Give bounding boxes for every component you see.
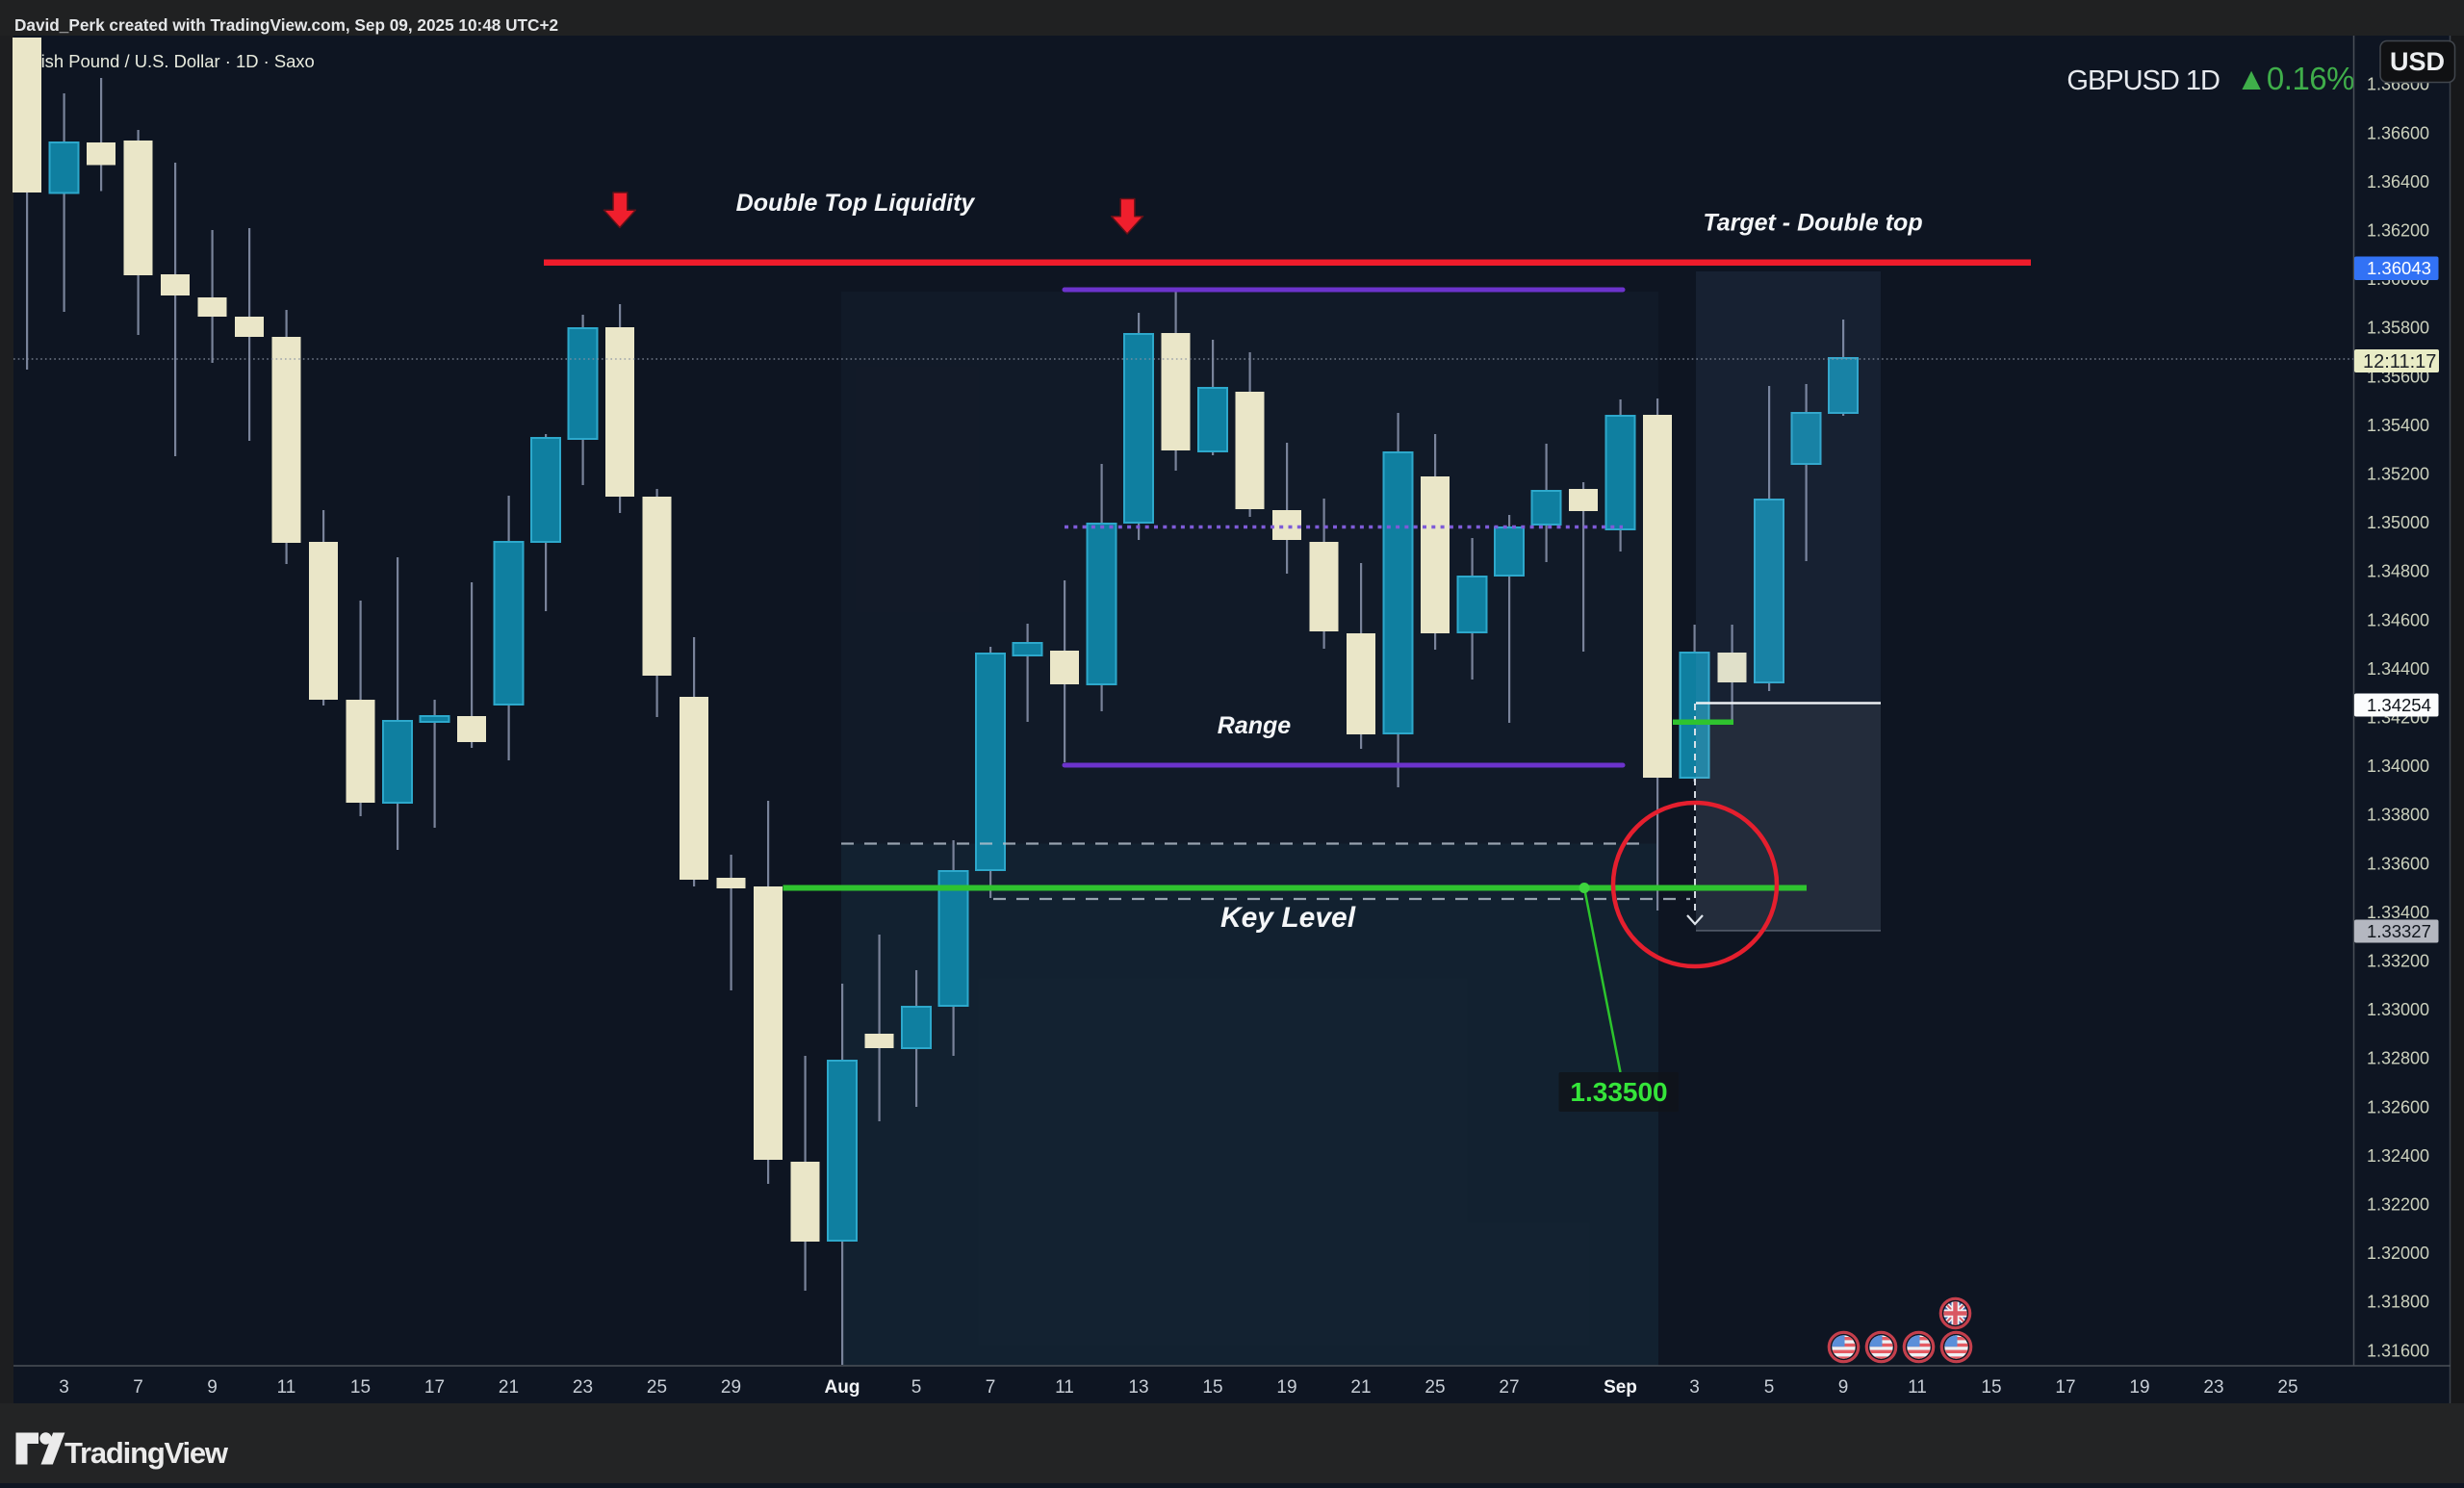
- svg-text:5: 5: [1764, 1377, 1775, 1398]
- svg-text:12:11:17: 12:11:17: [2363, 351, 2436, 372]
- svg-text:1.33400: 1.33400: [2367, 903, 2429, 922]
- svg-text:15: 15: [1202, 1377, 1222, 1398]
- svg-text:1.33500: 1.33500: [1570, 1077, 1667, 1107]
- svg-text:23: 23: [2203, 1377, 2223, 1398]
- svg-text:USD: USD: [2390, 47, 2445, 76]
- svg-text:17: 17: [2055, 1377, 2075, 1398]
- svg-text:1.36400: 1.36400: [2367, 172, 2429, 192]
- svg-text:1.34400: 1.34400: [2367, 659, 2429, 679]
- svg-text:13: 13: [1128, 1377, 1148, 1398]
- svg-text:11: 11: [1908, 1377, 1927, 1398]
- svg-text:25: 25: [647, 1377, 667, 1398]
- svg-text:1.33200: 1.33200: [2367, 952, 2429, 971]
- svg-text:1.35000: 1.35000: [2367, 513, 2429, 532]
- svg-text:3: 3: [59, 1377, 69, 1398]
- svg-text:3: 3: [1689, 1377, 1700, 1398]
- svg-text:1.34800: 1.34800: [2367, 562, 2429, 581]
- svg-text:1.36200: 1.36200: [2367, 221, 2429, 241]
- svg-text:1.32800: 1.32800: [2367, 1049, 2429, 1068]
- svg-text:5: 5: [911, 1377, 922, 1398]
- svg-text:1.34600: 1.34600: [2367, 610, 2429, 629]
- svg-text:1.35400: 1.35400: [2367, 416, 2429, 435]
- svg-text:Key Level: Key Level: [1220, 902, 1356, 934]
- svg-text:1.33327: 1.33327: [2367, 921, 2431, 941]
- svg-text:1.34000: 1.34000: [2367, 757, 2429, 776]
- svg-text:Sep: Sep: [1604, 1377, 1637, 1398]
- svg-text:1.35200: 1.35200: [2367, 465, 2429, 484]
- svg-text:1.31600: 1.31600: [2367, 1341, 2429, 1360]
- svg-text:GBPUSD 1D: GBPUSD 1D: [2066, 65, 2220, 96]
- svg-text:1.36600: 1.36600: [2367, 123, 2429, 142]
- svg-text:1.31800: 1.31800: [2367, 1293, 2429, 1312]
- svg-text:29: 29: [721, 1377, 741, 1398]
- svg-text:21: 21: [1350, 1377, 1371, 1398]
- svg-text:1.33000: 1.33000: [2367, 1000, 2429, 1019]
- svg-text:Range: Range: [1218, 712, 1292, 739]
- svg-text:27: 27: [1499, 1377, 1519, 1398]
- svg-text:1.32000: 1.32000: [2367, 1244, 2429, 1263]
- svg-text:1.33600: 1.33600: [2367, 854, 2429, 873]
- svg-text:15: 15: [350, 1377, 371, 1398]
- svg-text:25: 25: [1424, 1377, 1445, 1398]
- svg-text:1.35800: 1.35800: [2367, 319, 2429, 338]
- svg-text:Aug: Aug: [825, 1377, 860, 1398]
- svg-text:1.33800: 1.33800: [2367, 806, 2429, 825]
- svg-text:9: 9: [1838, 1377, 1849, 1398]
- svg-text:1.32200: 1.32200: [2367, 1195, 2429, 1215]
- svg-text:Target - Double top: Target - Double top: [1703, 210, 1922, 237]
- svg-text:19: 19: [1276, 1377, 1296, 1398]
- svg-text:11: 11: [1055, 1377, 1074, 1398]
- svg-text:TradingView: TradingView: [64, 1436, 229, 1470]
- svg-text:15: 15: [1981, 1377, 2001, 1398]
- svg-text:British Pound / U.S. Dollar ·: British Pound / U.S. Dollar · 1D · Saxo: [14, 51, 315, 71]
- svg-text:7: 7: [133, 1377, 143, 1398]
- svg-text:1.32600: 1.32600: [2367, 1097, 2429, 1116]
- svg-text:25: 25: [2277, 1377, 2297, 1398]
- svg-text:23: 23: [573, 1377, 593, 1398]
- svg-text:21: 21: [499, 1377, 519, 1398]
- svg-text:1.32400: 1.32400: [2367, 1146, 2429, 1166]
- svg-text:7: 7: [986, 1377, 996, 1398]
- svg-text:9: 9: [207, 1377, 218, 1398]
- svg-text:17: 17: [424, 1377, 445, 1398]
- svg-text:David_Perk created with Tradin: David_Perk created with TradingView.com,…: [14, 15, 558, 35]
- svg-text:19: 19: [2129, 1377, 2149, 1398]
- svg-text:Double Top Liquidity: Double Top Liquidity: [736, 190, 976, 217]
- svg-text:▲0.16%: ▲0.16%: [2236, 61, 2354, 96]
- svg-text:1.34254: 1.34254: [2367, 695, 2431, 715]
- svg-text:1.36043: 1.36043: [2367, 258, 2431, 278]
- svg-text:11: 11: [277, 1377, 296, 1398]
